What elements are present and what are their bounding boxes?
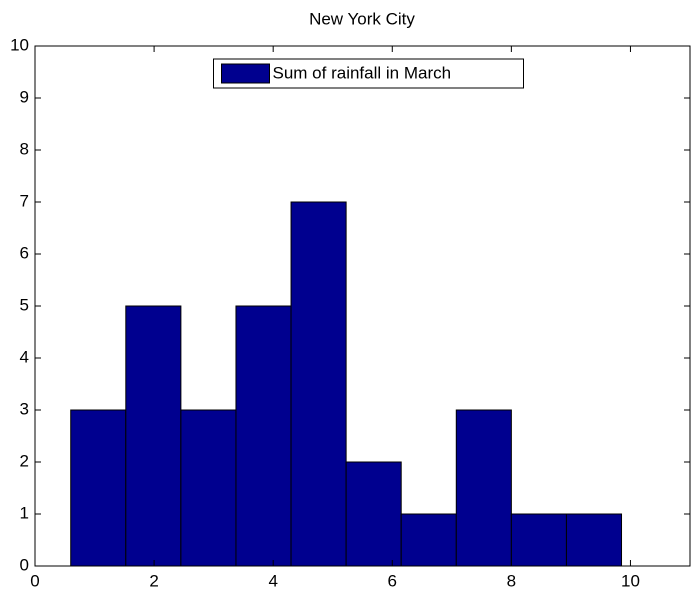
y-tick-label: 7 <box>20 191 29 210</box>
bar <box>565 513 623 567</box>
x-tick-label: 10 <box>621 571 640 590</box>
chart-title: New York City <box>309 9 415 28</box>
bar <box>345 461 402 567</box>
x-tick-label: 4 <box>268 571 277 590</box>
y-tick-label: 3 <box>20 399 29 418</box>
y-tick-label: 2 <box>20 451 29 470</box>
bar <box>125 305 182 567</box>
x-tick-label: 8 <box>507 571 516 590</box>
x-tick-label: 0 <box>30 571 39 590</box>
y-tick-label: 1 <box>20 503 29 522</box>
y-tick-label: 4 <box>20 347 29 366</box>
bar <box>180 409 237 567</box>
bar <box>400 513 457 567</box>
bar <box>70 409 127 567</box>
x-tick-label: 2 <box>149 571 158 590</box>
y-tick-label: 9 <box>20 87 29 106</box>
y-tick-label: 5 <box>20 295 29 314</box>
x-tick-label: 6 <box>388 571 397 590</box>
y-tick-label: 10 <box>10 35 29 54</box>
bar <box>510 513 567 567</box>
legend-swatch <box>221 63 270 84</box>
bar <box>235 305 292 567</box>
bar <box>455 409 512 567</box>
bar <box>290 201 347 567</box>
y-tick-label: 0 <box>20 555 29 574</box>
legend-label: Sum of rainfall in March <box>273 63 452 82</box>
y-tick-label: 8 <box>20 139 29 158</box>
y-tick-label: 6 <box>20 243 29 262</box>
